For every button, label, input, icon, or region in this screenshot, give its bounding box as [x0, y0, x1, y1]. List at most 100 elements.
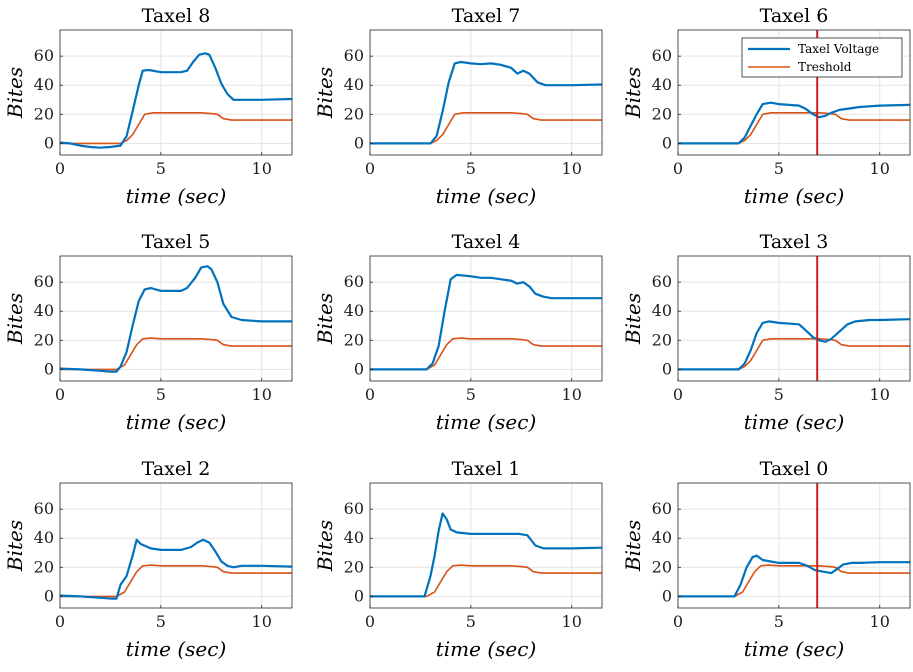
y-tick-label: 20	[652, 104, 672, 123]
x-axis-label: time (sec)	[126, 410, 227, 434]
taxel-voltage-line	[370, 60, 602, 145]
y-tick-label: 20	[344, 557, 364, 576]
threshold-line	[60, 337, 292, 371]
y-axis-label: Bites	[3, 67, 27, 119]
y-tick-label: 0	[44, 133, 54, 152]
axes-box	[369, 482, 603, 609]
axes-box	[677, 482, 911, 609]
x-tick-label: 5	[156, 612, 166, 631]
y-tick-label: 60	[652, 46, 672, 65]
x-tick-label: 10	[562, 159, 582, 178]
x-tick-label: 0	[55, 612, 65, 631]
series-group	[370, 60, 602, 145]
subplot-taxel-4: 0 5 10 0 20 40 60 Taxel 4 time (sec) Bites	[313, 231, 603, 434]
x-tick-label: 5	[156, 385, 166, 404]
subplot-taxel-0: 0 5 10 0 20 40 60 Taxel 0 time (sec) Bites	[621, 458, 911, 661]
x-tick-label: 10	[252, 385, 272, 404]
subplot-title: Taxel 6	[760, 5, 829, 27]
series-group	[60, 52, 292, 149]
subplot-title: Taxel 4	[452, 231, 521, 253]
x-tick-label: 5	[466, 385, 476, 404]
x-tick-label: 0	[55, 385, 65, 404]
axes-box	[369, 255, 603, 382]
x-tick-label: 10	[562, 612, 582, 631]
taxel-voltage-line	[60, 52, 292, 149]
legend-voltage-label: Taxel Voltage	[798, 42, 879, 56]
axes-box	[677, 255, 911, 382]
y-tick-label: 0	[354, 359, 364, 378]
plot-area	[60, 483, 292, 608]
axes-box	[677, 29, 911, 156]
y-tick-label: 20	[34, 557, 54, 576]
y-tick-label: 60	[344, 46, 364, 65]
plot-area	[678, 256, 910, 381]
x-tick-label: 5	[774, 612, 784, 631]
taxel-voltage-line	[60, 265, 292, 373]
y-tick-label: 20	[34, 330, 54, 349]
x-tick-label: 0	[673, 385, 683, 404]
x-tick-label: 0	[365, 385, 375, 404]
x-tick-label: 10	[252, 612, 272, 631]
y-tick-label: 40	[34, 528, 54, 547]
plot-area	[370, 30, 602, 155]
y-tick-label: 0	[354, 586, 364, 605]
y-tick-label: 0	[354, 133, 364, 152]
taxel-voltage-line	[678, 318, 910, 371]
taxel-voltage-line	[370, 273, 602, 371]
subplot-taxel-5: 0 5 10 0 20 40 60 Taxel 5 time (sec) Bites	[3, 231, 293, 434]
y-tick-label: 40	[652, 528, 672, 547]
threshold-line	[60, 112, 292, 145]
y-axis-label: Bites	[3, 520, 27, 572]
axes-box	[59, 482, 293, 609]
y-tick-label: 60	[344, 272, 364, 291]
subplot-title: Taxel 1	[452, 458, 521, 480]
subplot-taxel-1: 0 5 10 0 20 40 60 Taxel 1 time (sec) Bites	[313, 458, 603, 661]
subplot-title: Taxel 8	[142, 5, 211, 27]
y-tick-label: 20	[652, 330, 672, 349]
subplot-title: Taxel 0	[760, 458, 829, 480]
subplot-title: Taxel 2	[142, 458, 211, 480]
x-tick-label: 5	[466, 612, 476, 631]
axes-box	[59, 29, 293, 156]
x-tick-label: 10	[870, 159, 890, 178]
x-axis-label: time (sec)	[436, 637, 537, 661]
y-tick-label: 60	[344, 499, 364, 518]
subplot-title: Taxel 5	[142, 231, 211, 253]
subplot-title: Taxel 3	[760, 231, 829, 253]
y-tick-label: 60	[34, 272, 54, 291]
y-tick-label: 20	[344, 104, 364, 123]
plot-area	[678, 483, 910, 608]
y-axis-label: Bites	[621, 67, 645, 119]
subplot-title: Taxel 7	[452, 5, 521, 27]
y-tick-label: 20	[344, 330, 364, 349]
x-tick-label: 0	[365, 612, 375, 631]
x-tick-label: 10	[870, 385, 890, 404]
x-tick-label: 10	[562, 385, 582, 404]
x-tick-label: 5	[466, 159, 476, 178]
x-tick-label: 5	[774, 385, 784, 404]
axes-box	[369, 29, 603, 156]
subplot-taxel-8: 0 5 10 0 20 40 60 Taxel 8 time (sec) Bites	[3, 5, 293, 208]
x-tick-label: 0	[673, 159, 683, 178]
y-tick-label: 20	[34, 104, 54, 123]
x-tick-label: 0	[673, 612, 683, 631]
plot-area	[60, 30, 292, 155]
y-axis-label: Bites	[621, 520, 645, 572]
y-axis-label: Bites	[313, 520, 337, 572]
y-tick-label: 0	[662, 133, 672, 152]
plot-area	[370, 256, 602, 381]
y-tick-label: 60	[652, 272, 672, 291]
series-group	[60, 538, 292, 600]
series-group	[60, 265, 292, 373]
taxel-voltage-line	[370, 512, 602, 598]
series-group	[370, 273, 602, 371]
x-axis-label: time (sec)	[436, 410, 537, 434]
y-axis-label: Bites	[3, 293, 27, 345]
taxel-voltage-line	[678, 554, 910, 598]
x-tick-label: 5	[774, 159, 784, 178]
y-axis-label: Bites	[313, 67, 337, 119]
legend-threshold-label: Treshold	[798, 60, 852, 74]
y-tick-label: 20	[652, 557, 672, 576]
plot-area	[370, 483, 602, 608]
